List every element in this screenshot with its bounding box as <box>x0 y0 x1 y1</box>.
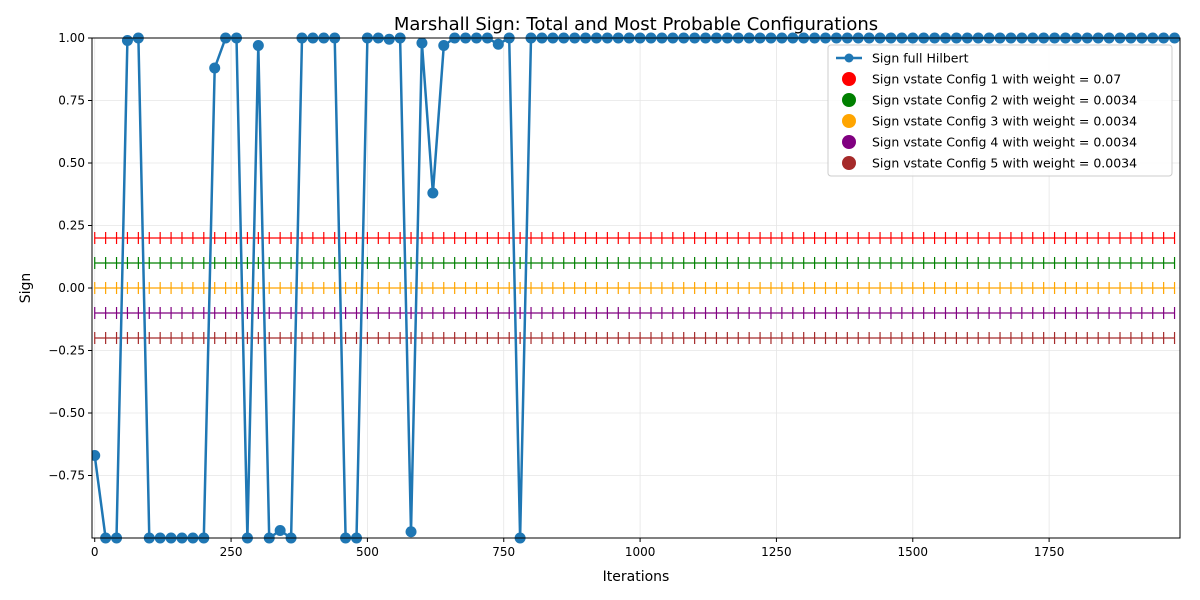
x-tick-label: 500 <box>356 545 379 559</box>
y-tick-label: 0.50 <box>58 156 85 170</box>
sign-full-hilbert-point <box>121 35 133 46</box>
legend-marker-swatch <box>842 156 856 170</box>
y-tick-label: −0.25 <box>48 344 85 358</box>
legend-entry-label: Sign vstate Config 2 with weight = 0.003… <box>872 93 1137 108</box>
x-axis-label: Iterations <box>603 569 670 585</box>
x-tick-label: 0 <box>91 545 99 559</box>
config-1-series <box>94 232 1176 244</box>
sign-full-hilbert-point <box>438 40 450 51</box>
sign-full-hilbert-point <box>405 526 417 538</box>
x-tick-label: 250 <box>220 545 243 559</box>
y-axis-label: Sign <box>18 273 34 304</box>
sign-full-hilbert-point <box>274 525 286 536</box>
axis-ticks: 0 250 500 750 1000 1250 1500 1750 −0.75 −0.50 −0.2… <box>48 31 1064 559</box>
legend-entry-label: Sign vstate Config 4 with weight = 0.003… <box>872 135 1137 150</box>
y-tick-label: 0.25 <box>58 219 85 233</box>
config-4-series <box>94 307 1176 319</box>
legend-entry-label: Sign full Hilbert <box>872 51 969 66</box>
y-tick-label: −0.50 <box>48 406 85 420</box>
config-3-series <box>94 282 1176 294</box>
sign-full-hilbert-point <box>92 450 101 461</box>
x-tick-label: 1750 <box>1034 545 1065 559</box>
x-tick-label: 1250 <box>761 545 792 559</box>
legend-marker-swatch <box>842 114 856 128</box>
config-5-series <box>94 332 1176 344</box>
chart-title: Marshall Sign: Total and Most Probable C… <box>394 14 878 35</box>
legend-marker-swatch <box>844 53 854 63</box>
sign-full-hilbert-point <box>383 33 395 45</box>
legend-marker-swatch <box>842 135 856 149</box>
legend-box <box>827 44 1173 177</box>
config-2-series <box>94 257 1176 269</box>
legend-entry-label: Sign vstate Config 5 with weight = 0.003… <box>872 156 1137 171</box>
y-tick-label: 0.00 <box>58 281 85 295</box>
legend: Sign full Hilbert Sign vstate Config 1 wi… <box>827 44 1173 177</box>
legend-entry-label: Sign vstate Config 3 with weight = 0.003… <box>872 114 1137 129</box>
sign-full-hilbert-point <box>252 40 264 51</box>
legend-entry-label: Sign vstate Config 1 with weight = 0.07 <box>872 72 1121 87</box>
sign-full-hilbert-point <box>209 62 221 74</box>
y-tick-label: 0.75 <box>58 94 85 108</box>
x-tick-label: 750 <box>492 545 515 559</box>
x-tick-label: 1000 <box>625 545 656 559</box>
legend-marker-swatch <box>842 72 856 86</box>
sign-full-hilbert-point <box>416 37 428 49</box>
sign-full-hilbert-point <box>492 38 504 50</box>
y-tick-label: 1.00 <box>58 31 85 45</box>
sign-full-hilbert-point <box>427 187 439 199</box>
legend-marker-swatch <box>842 93 856 107</box>
y-tick-label: −0.75 <box>48 469 85 483</box>
x-tick-label: 1500 <box>897 545 928 559</box>
